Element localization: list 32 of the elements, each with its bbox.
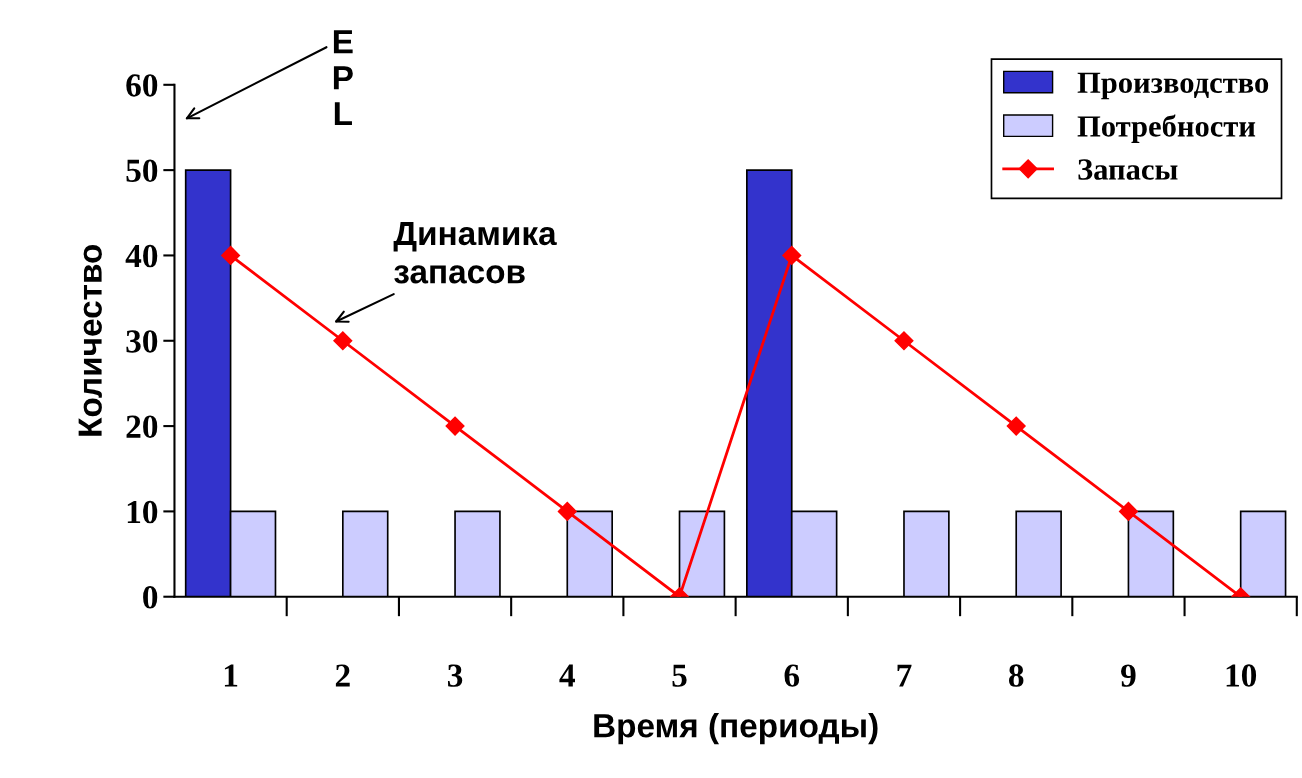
y-tick-label: 40: [125, 244, 158, 268]
x-tick-label: 7: [897, 664, 912, 687]
y-axis-title: Количество: [78, 244, 102, 436]
x-tick-label: 4: [559, 664, 575, 687]
x-tick-label: 8: [1008, 664, 1024, 687]
legend-label: Потребности: [1077, 114, 1256, 143]
x-tick-label: 6: [784, 664, 800, 687]
y-tick-label: 10: [127, 500, 158, 524]
annotation: EPL: [333, 30, 353, 126]
point: [1006, 416, 1026, 436]
point: [557, 501, 577, 521]
x-tick-label: 3: [447, 664, 463, 687]
x-tick-label: 10: [1226, 664, 1257, 687]
y-tick-label: 30: [126, 330, 158, 353]
y-tick-label: 0: [143, 586, 158, 609]
point: [221, 245, 241, 265]
y-tick-label: 20: [126, 415, 158, 438]
point: [1118, 501, 1138, 521]
x-tick-label: 1: [224, 664, 238, 687]
legend-label: Запасы: [1078, 159, 1178, 180]
y-tick-label: 50: [126, 159, 158, 183]
point: [333, 331, 353, 351]
x-tick-label: 5: [672, 664, 687, 687]
annotation: Динамика запасов: [393, 221, 557, 284]
point: [894, 331, 914, 351]
point: [782, 245, 802, 265]
y-tick-label: 60: [126, 74, 158, 97]
x-tick-label: 2: [335, 664, 350, 687]
point: [445, 416, 465, 436]
x-axis-title: Время (периоды): [594, 713, 878, 745]
legend-label: Производство: [1077, 72, 1269, 100]
x-tick-label: 9: [1121, 664, 1136, 687]
